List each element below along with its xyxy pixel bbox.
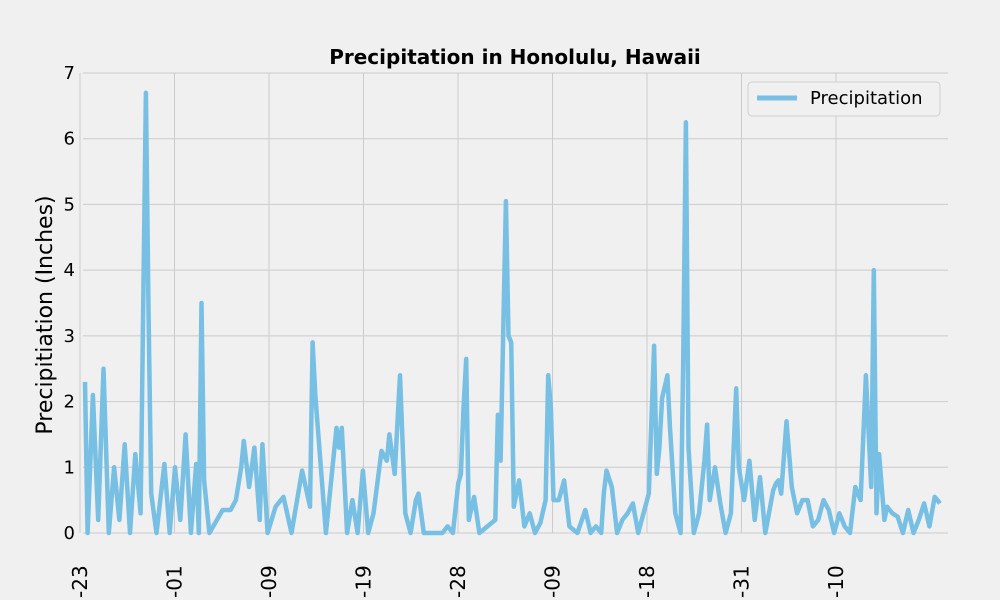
x-tick-label: -01: [163, 565, 187, 598]
y-tick-label: 6: [64, 129, 75, 150]
y-tick-labels: 0 1 2 3 4 5 6 7: [64, 63, 75, 544]
x-tick-label: -10: [824, 565, 848, 598]
y-tick-label: 0: [64, 523, 75, 544]
x-tick-label: -31: [730, 565, 754, 598]
plot-area: [83, 73, 948, 533]
legend-label: Precipitation: [810, 88, 923, 109]
legend-box: [747, 81, 941, 117]
y-tick-label: 2: [64, 392, 75, 413]
series-layer: [82, 90, 942, 536]
x-tick-label: -23: [68, 565, 92, 598]
y-tick-label: 7: [64, 63, 75, 84]
x-tick-label: -09: [541, 565, 565, 598]
x-tick-label: -09: [257, 565, 281, 598]
x-tick-label: -18: [635, 565, 659, 598]
chart-title: Precipitation in Honolulu, Hawaii: [329, 45, 701, 69]
y-axis-label: Precipitiation (Inches): [33, 195, 58, 434]
x-tick-labels: -23 -01 -09 -19 -28 -09 -18 -31 -10: [68, 565, 848, 598]
x-tick-label: -19: [352, 565, 376, 598]
y-tick-label: 4: [64, 260, 75, 281]
x-tick-label: -28: [446, 565, 470, 598]
legend: Precipitation: [747, 81, 941, 117]
y-tick-label: 5: [64, 194, 75, 215]
y-tick-label: 3: [64, 326, 75, 347]
y-tick-label: 1: [64, 457, 75, 478]
